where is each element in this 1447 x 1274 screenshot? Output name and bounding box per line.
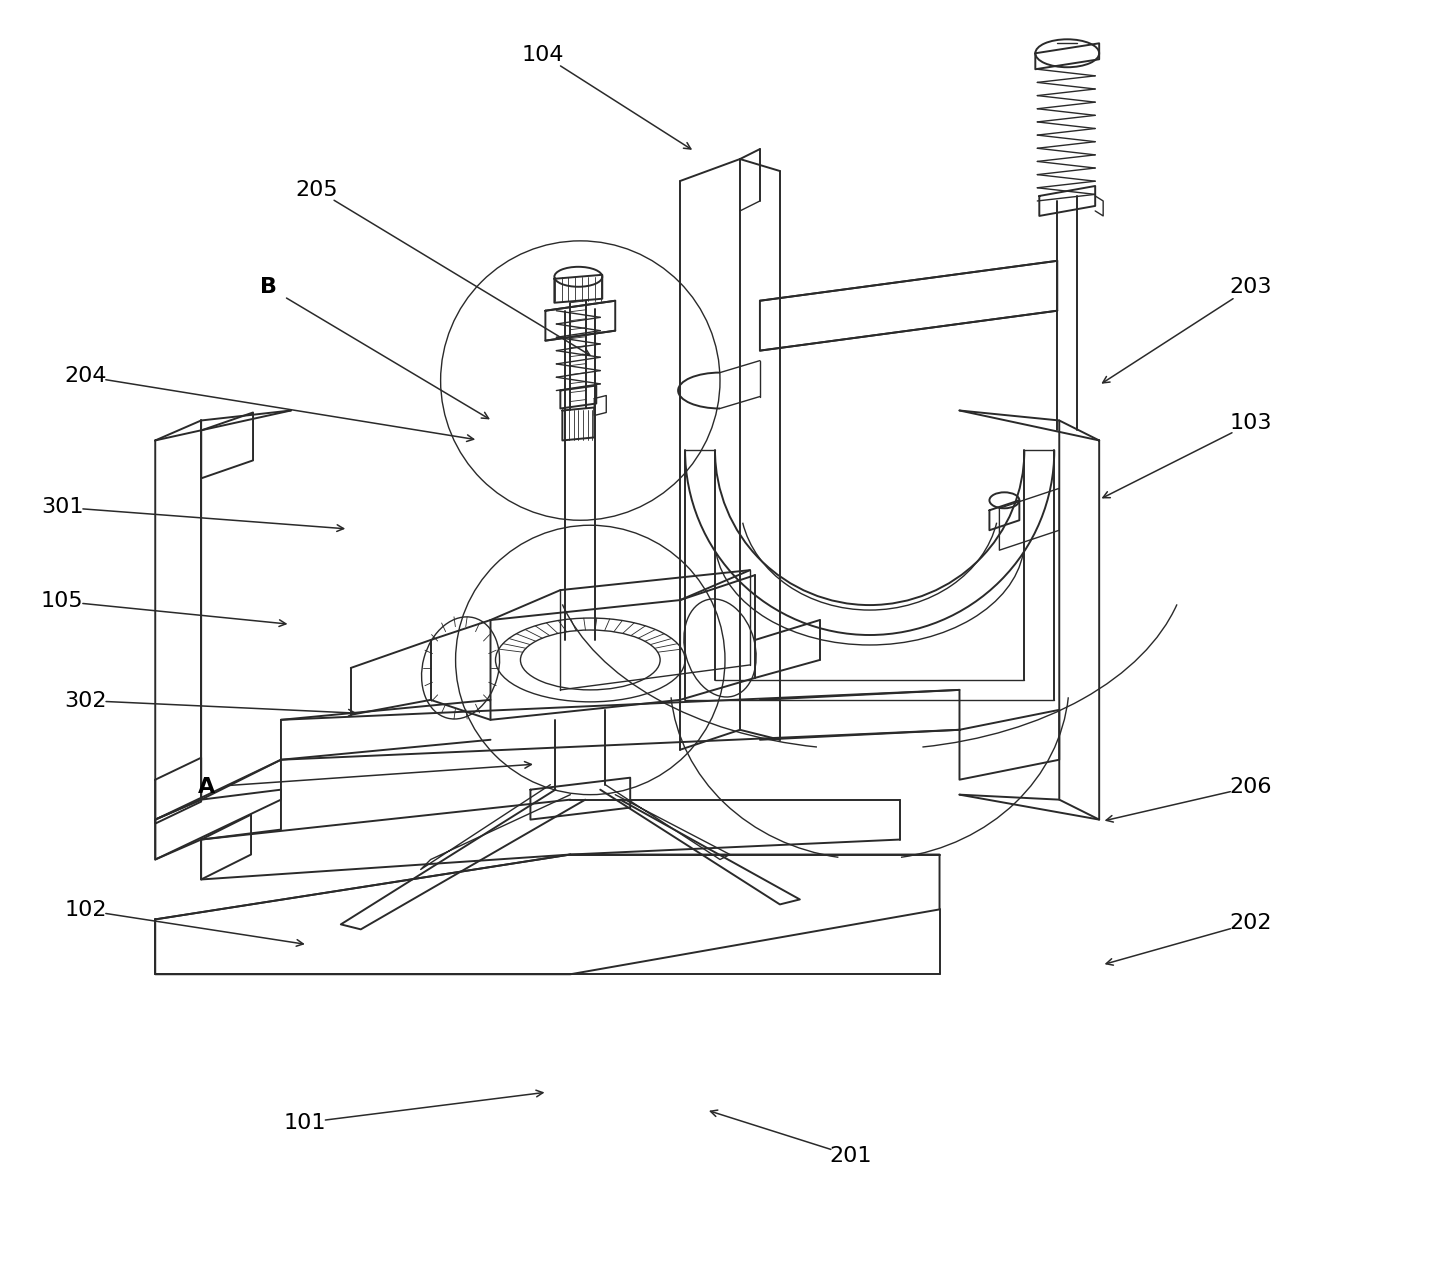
Text: 302: 302 xyxy=(64,691,107,711)
Text: 102: 102 xyxy=(64,901,107,920)
Text: 205: 205 xyxy=(295,180,337,200)
Text: 103: 103 xyxy=(1230,414,1272,433)
Text: A: A xyxy=(198,777,216,798)
Text: 101: 101 xyxy=(284,1112,326,1133)
Text: 301: 301 xyxy=(41,497,84,517)
Text: 104: 104 xyxy=(522,45,564,65)
Text: 105: 105 xyxy=(41,591,84,612)
Text: 201: 201 xyxy=(829,1145,871,1166)
Text: B: B xyxy=(260,278,278,297)
Text: 204: 204 xyxy=(64,367,107,386)
Text: 202: 202 xyxy=(1230,913,1272,933)
Text: 203: 203 xyxy=(1230,278,1272,297)
Text: 206: 206 xyxy=(1230,777,1272,798)
